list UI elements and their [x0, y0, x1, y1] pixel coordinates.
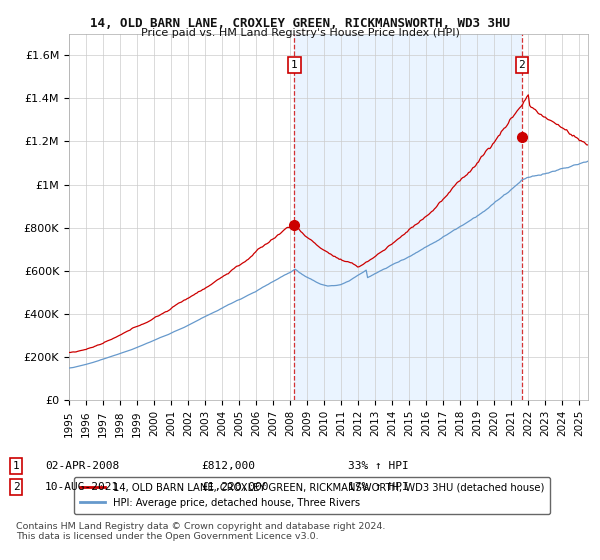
- Text: 33% ↑ HPI: 33% ↑ HPI: [348, 461, 409, 471]
- Text: 2: 2: [13, 482, 20, 492]
- Text: 10-AUG-2021: 10-AUG-2021: [45, 482, 119, 492]
- Text: 1: 1: [13, 461, 20, 471]
- Bar: [295, 34, 522, 400]
- Text: 02-APR-2008: 02-APR-2008: [45, 461, 119, 471]
- Text: Contains HM Land Registry data © Crown copyright and database right 2024.
This d: Contains HM Land Registry data © Crown c…: [16, 522, 386, 542]
- Text: 17% ↑ HPI: 17% ↑ HPI: [348, 482, 409, 492]
- Text: 14, OLD BARN LANE, CROXLEY GREEN, RICKMANSWORTH, WD3 3HU: 14, OLD BARN LANE, CROXLEY GREEN, RICKMA…: [90, 17, 510, 30]
- Text: £1,220,000: £1,220,000: [201, 482, 269, 492]
- Text: £812,000: £812,000: [201, 461, 255, 471]
- Text: 1: 1: [291, 60, 298, 70]
- Legend: 14, OLD BARN LANE, CROXLEY GREEN, RICKMANSWORTH, WD3 3HU (detached house), HPI: : 14, OLD BARN LANE, CROXLEY GREEN, RICKMA…: [74, 477, 550, 514]
- Text: Price paid vs. HM Land Registry's House Price Index (HPI): Price paid vs. HM Land Registry's House …: [140, 28, 460, 38]
- Text: 2: 2: [518, 60, 525, 70]
